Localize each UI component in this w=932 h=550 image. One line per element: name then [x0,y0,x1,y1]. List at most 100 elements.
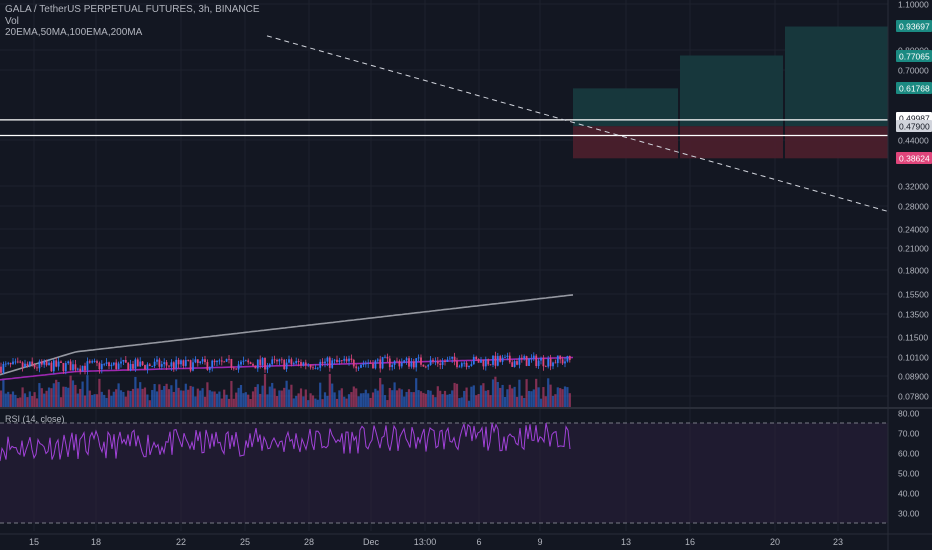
candle-down [369,363,372,364]
volume-bar [400,389,403,407]
price-tick-label: 1.10000 [898,0,929,10]
candle-down [36,367,38,369]
candle-up [429,359,432,366]
volume-bar [119,390,123,407]
candle-down [276,359,278,362]
candle-up [292,363,295,365]
candle-up [528,358,530,366]
candle-down [144,365,146,370]
candle-up [307,364,310,366]
candle-up [261,358,264,365]
candle-up [105,362,108,364]
candle-up [427,365,430,367]
candle-down [436,361,439,364]
candle-up [192,362,194,371]
volume-bar [527,390,531,407]
volume-bar [302,396,305,407]
moving-average-legend: 20EMA,50MA,100EMA,200MA [5,27,143,38]
volume-bar [251,391,255,407]
candle-up [523,356,526,359]
volume-bar [338,390,341,407]
candle-up [160,364,163,367]
volume-bar [11,391,15,407]
volume-bar [266,394,269,407]
candle-up [376,359,379,361]
volume-bar [40,388,43,407]
volume-bar [482,383,485,407]
candle-up [460,363,463,367]
candle-down [350,358,353,360]
volume-bar [273,388,276,407]
volume-bar [100,391,103,407]
volume-bar [79,388,82,407]
volume-bar [62,386,65,407]
stop-zone [680,126,783,159]
candle-up [134,359,137,369]
volume-bar [165,383,168,407]
candle-down [172,362,175,369]
volume-bar [225,394,228,407]
volume-bar [170,385,173,407]
volume-bar [237,387,240,407]
volume-bar [355,388,358,407]
candle-up [12,361,14,365]
volume-bar [328,373,331,407]
volume-bar [201,388,204,407]
price-tick-label: 0.28000 [898,202,929,212]
candle-up [446,359,449,363]
volume-bar [28,391,31,407]
candle-up [57,361,60,367]
candle-up [463,362,466,364]
candle-up [201,359,204,362]
candle-up [112,362,115,365]
candle-down [98,362,101,370]
candle-down [196,359,199,364]
stop-zone [573,126,678,159]
volume-bar [9,394,12,407]
volume-bar [472,385,475,407]
candle-down [559,355,562,360]
candle-down [79,368,82,372]
candle-up [472,356,475,365]
volume-bar [511,388,514,407]
volume-bar [199,390,202,407]
candle-down [535,355,538,367]
candle-down [312,367,314,369]
volume-layer [0,373,571,407]
volume-bar [261,385,264,407]
candle-down [230,359,233,368]
candle-up [120,361,122,364]
candle-down [26,363,29,366]
volume-bar [55,379,58,407]
volume-bar [335,398,339,407]
horizontal-levels [0,35,889,212]
volume-bar [467,400,471,407]
time-tick-label: 16 [685,537,695,547]
rsi-legend: RSI (14, close) [5,414,65,424]
candle-down [206,362,209,370]
ma50-line [0,294,574,376]
volume-bar [232,398,235,407]
volume-bar [107,389,111,407]
volume-bar [7,391,10,407]
volume-bar [175,379,178,407]
volume-bar [422,392,425,407]
candle-down [499,356,502,362]
candle-up [156,359,158,362]
volume-bar [127,390,130,407]
volume-bar [556,387,559,407]
candle-up [7,362,10,364]
candle-down [398,360,401,367]
volume-bar [160,389,163,407]
candle-down [187,359,190,361]
candle-down [386,356,389,359]
candle-up [72,364,74,371]
candle-down [158,359,161,367]
candle-up [400,362,403,367]
volume-bar [475,395,478,407]
candle-down [45,361,48,366]
price-tag-target [896,82,932,94]
volume-bar [93,394,96,407]
volume-bar [131,388,135,407]
